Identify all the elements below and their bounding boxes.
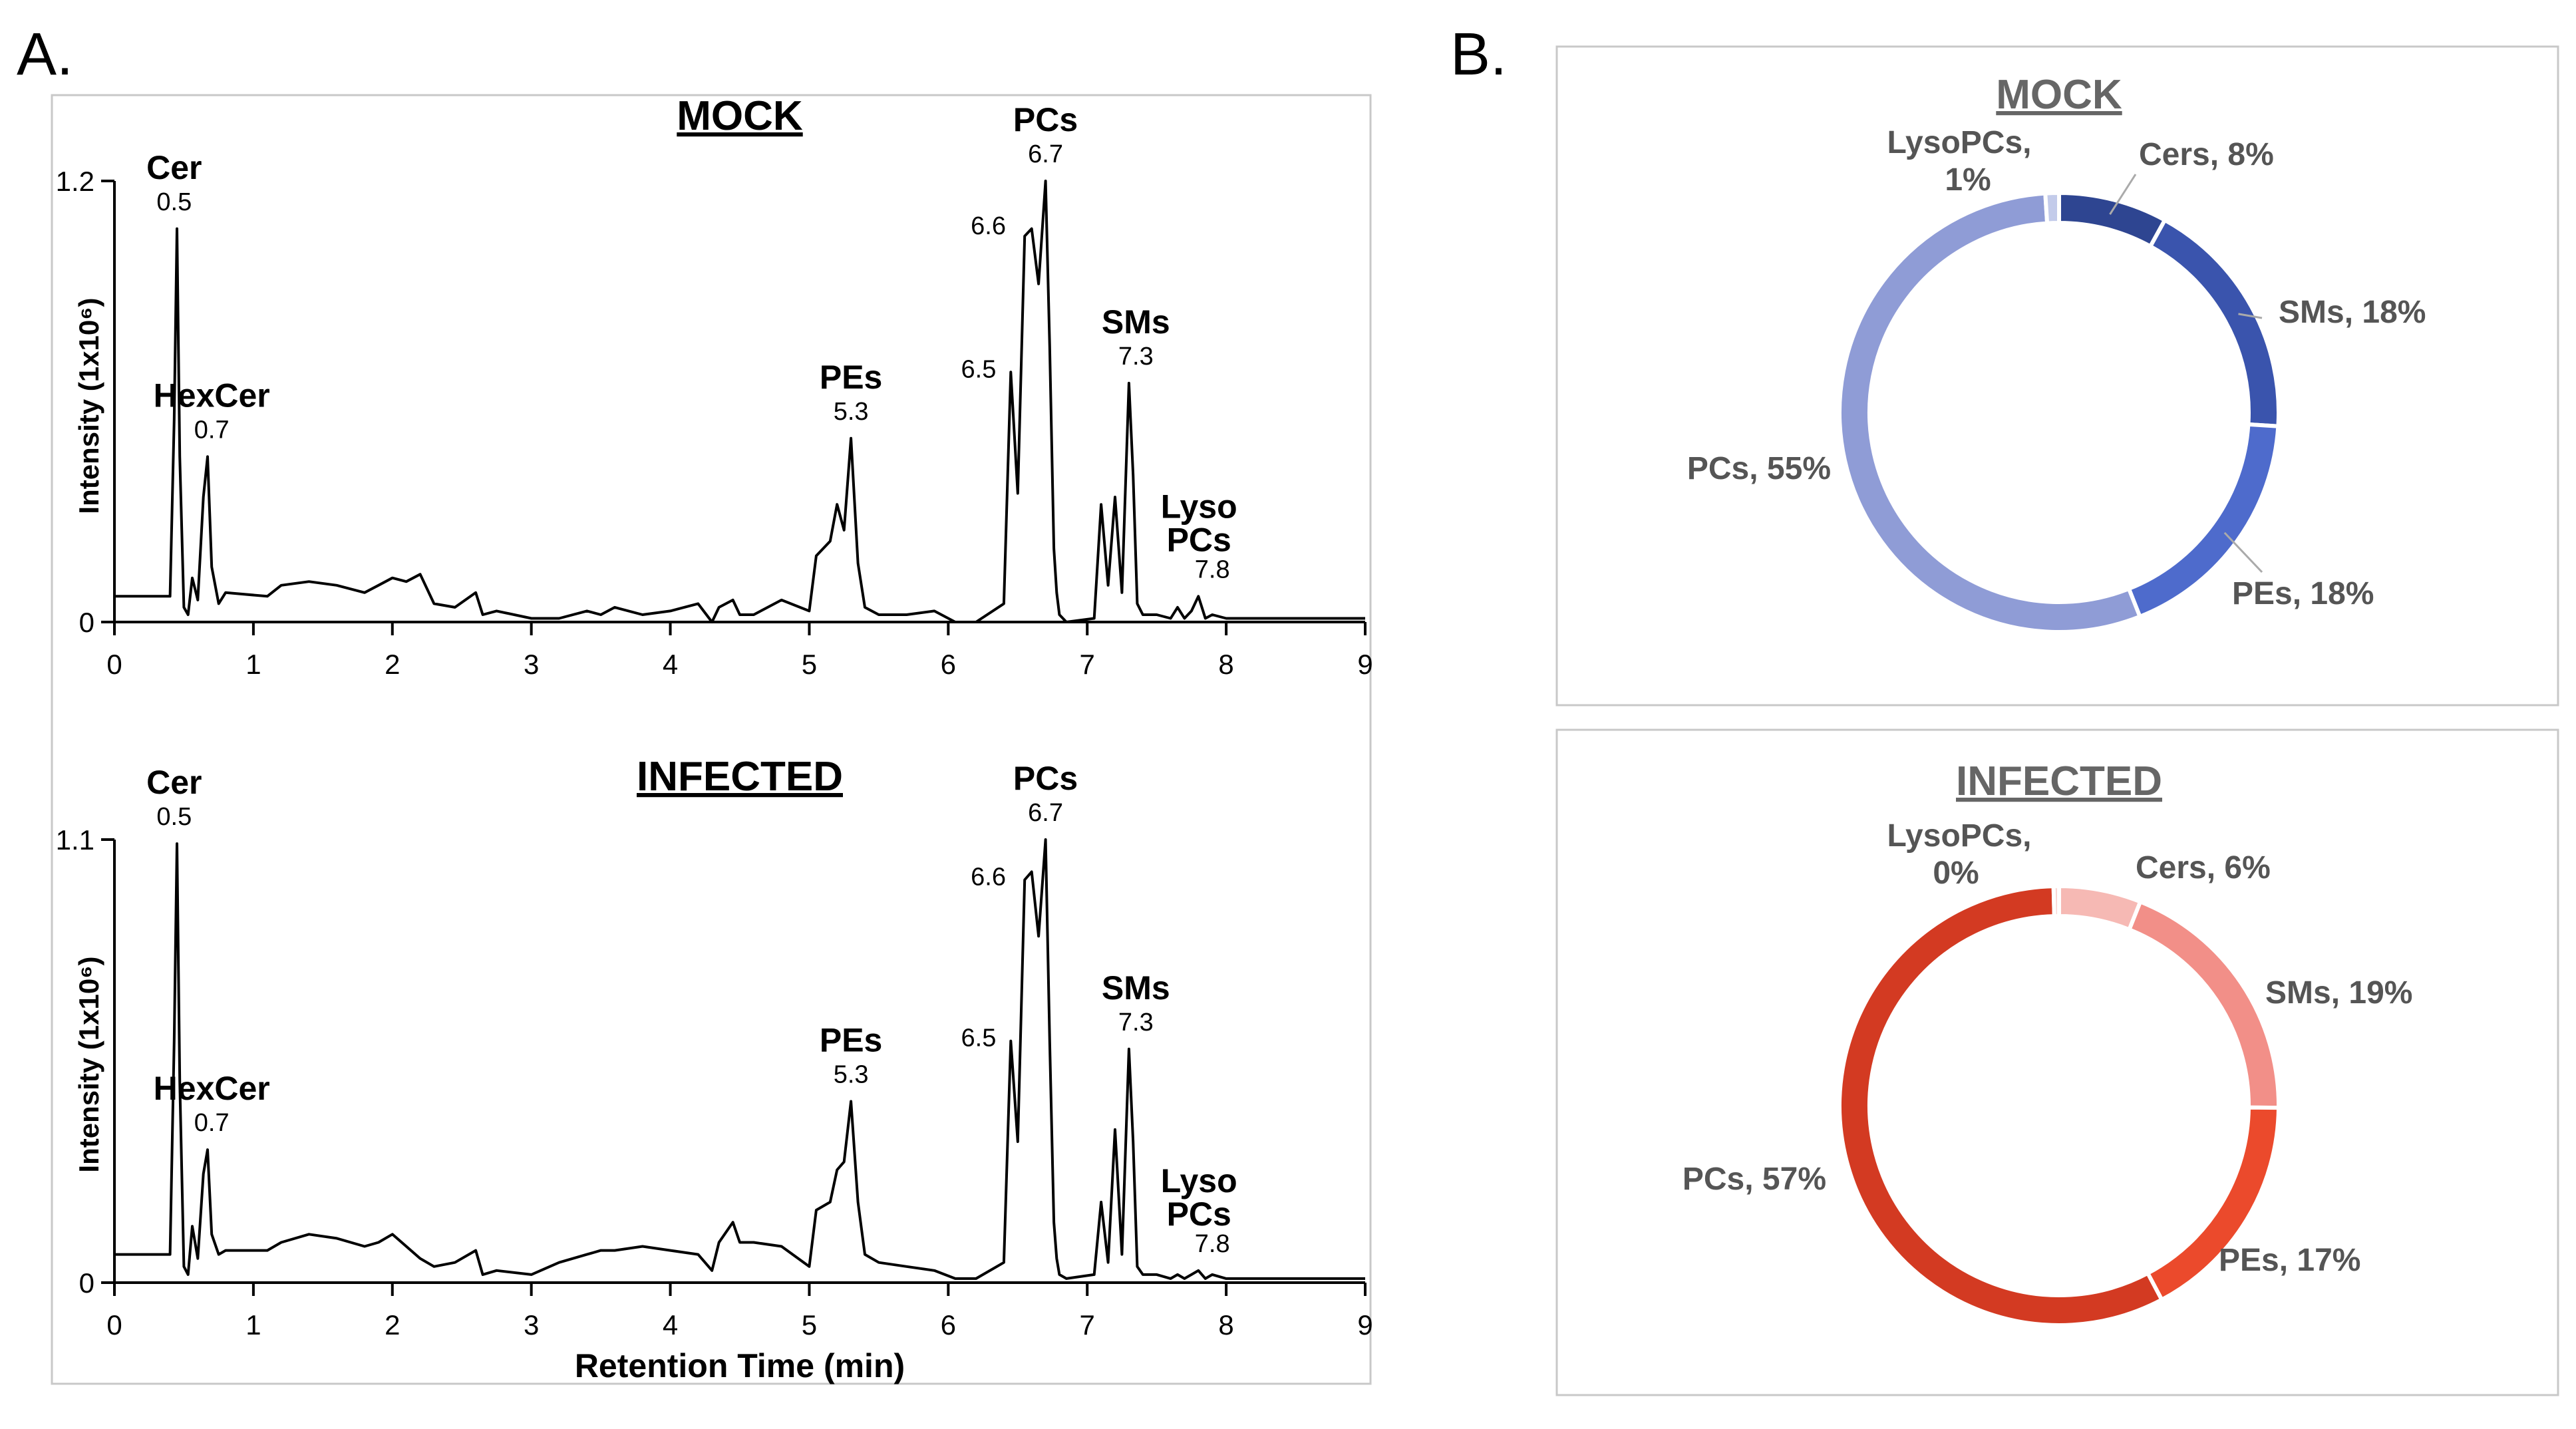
series-line <box>114 838 1365 1280</box>
peak-name-label: PEs <box>820 359 883 396</box>
y-tick-label: 0 <box>79 607 94 638</box>
peak-name-label: PCs <box>1013 760 1078 797</box>
x-tick-label: 8 <box>1218 1309 1233 1341</box>
peak-name-label: Lyso <box>1161 488 1237 525</box>
slice-label: LysoPCs, <box>1887 125 2032 160</box>
donut-chart-infected: INFECTED Cers, 6% SMs, 19% PEs, 17% PCs, 57… <box>1683 758 2412 1327</box>
slice-label: PCs, 55% <box>1687 451 1831 486</box>
panel-label-a: A. <box>17 21 73 88</box>
peak-name-label: Cer <box>146 149 202 186</box>
x-tick-label: 1 <box>245 1309 261 1341</box>
peak-rt-label: 0.5 <box>156 803 192 831</box>
x-tick-label: 7 <box>1080 1309 1095 1341</box>
x-axis-label: Retention Time (min) <box>575 1347 905 1384</box>
donut-slice <box>2057 883 2144 933</box>
x-tick-label: 9 <box>1357 649 1372 680</box>
peak-rt-label: 7.3 <box>1118 343 1154 371</box>
peak-rt-label: 6.6 <box>971 212 1006 240</box>
peak-rt-label: 6.5 <box>961 1025 997 1052</box>
x-tick-label: 5 <box>802 649 817 680</box>
y-tick-label: 1.2 <box>56 166 94 197</box>
slice-label: Cers, 6% <box>2136 850 2271 885</box>
x-tick-label: 4 <box>663 649 678 680</box>
donut-mock-frame <box>1555 45 2559 707</box>
y-tick-label: 1.1 <box>56 824 94 856</box>
x-tick-label: 2 <box>385 649 400 680</box>
peak-rt-label: 6.5 <box>961 355 997 383</box>
peak-rt-label: 5.3 <box>834 1061 869 1089</box>
peak-rt-label: 0.7 <box>194 1109 230 1137</box>
slice-label: PEs, 18% <box>2232 576 2374 611</box>
slice-label: Cers, 8% <box>2139 137 2274 172</box>
peak-rt-label: 6.6 <box>971 864 1006 891</box>
chart-title: INFECTED <box>1956 758 2162 804</box>
slice-label: PCs, 57% <box>1683 1162 1826 1197</box>
panel-label-b: B. <box>1450 21 1507 88</box>
peak-rt-label: 6.7 <box>1028 140 1063 168</box>
x-tick-label: 4 <box>663 1309 678 1341</box>
peak-rt-label: 0.7 <box>194 416 230 444</box>
x-tick-label: 2 <box>385 1309 400 1341</box>
slice-label: LysoPCs, <box>1887 818 2032 854</box>
peak-name-label: PCs <box>1013 101 1078 138</box>
peak-rt-label: 7.8 <box>1195 1230 1230 1258</box>
slice-label: SMs, 18% <box>2279 295 2426 330</box>
x-tick-label: 0 <box>106 649 122 680</box>
series-line <box>114 180 1365 623</box>
slice-label: 1% <box>1945 162 1991 198</box>
donut-slice <box>2051 883 2061 919</box>
leader-line <box>2238 313 2263 319</box>
peak-rt-label: 7.8 <box>1195 556 1230 583</box>
chart-title: MOCK <box>1996 72 2122 118</box>
slice-label: SMs, 19% <box>2265 975 2412 1011</box>
peak-name-label: SMs <box>1102 969 1170 1007</box>
peak-name-label: SMs <box>1102 303 1170 341</box>
leader-line <box>2223 532 2263 573</box>
peak-name-label: HexCer <box>154 377 270 414</box>
panel-a-frame <box>51 94 1372 1385</box>
donut-slice <box>1838 191 2143 634</box>
donut-slice <box>2057 190 2168 249</box>
chart-title: MOCK <box>677 93 803 139</box>
x-tick-label: 3 <box>524 1309 539 1341</box>
donut-slice <box>2148 217 2281 428</box>
x-tick-label: 8 <box>1218 649 1233 680</box>
leader-line <box>2109 174 2137 215</box>
x-tick-label: 6 <box>941 649 956 680</box>
chromatogram-mock: MOCK Intensity (1x10⁶) 0 1 2 3 4 5 6 7 8 9 0 1.2 0.… <box>56 93 1373 680</box>
peak-name-label: PCs <box>1167 1195 1231 1233</box>
peak-name-label: HexCer <box>154 1070 270 1107</box>
donut-slice <box>1837 884 2165 1327</box>
y-axis-label: Intensity (1x10⁶) <box>73 297 104 514</box>
x-tick-label: 5 <box>802 1309 817 1341</box>
donut-slice <box>2043 190 2061 226</box>
peak-rt-label: 6.7 <box>1028 799 1063 827</box>
x-tick-label: 3 <box>524 649 539 680</box>
x-tick-label: 0 <box>106 1309 122 1341</box>
peak-rt-label: 5.3 <box>834 398 869 426</box>
x-tick-label: 9 <box>1357 1309 1372 1341</box>
donut-infected-frame <box>1555 728 2559 1396</box>
y-axis-label: Intensity (1x10⁶) <box>73 956 104 1172</box>
donut-chart-mock: MOCK Cers, 8% SMs, 18% PEs, 18% PCs, 55% Lys… <box>1687 72 2426 634</box>
donut-slice <box>2126 899 2281 1110</box>
chromatogram-infected: INFECTED Intensity (1x10⁶) 0 1 2 3 4 5 6 7 8 9 0 1.… <box>56 754 1373 1384</box>
slice-label: 0% <box>1933 856 1979 891</box>
peak-name-label: PEs <box>820 1022 883 1059</box>
chart-title: INFECTED <box>637 754 843 800</box>
y-tick-label: 0 <box>79 1267 94 1299</box>
peak-rt-label: 7.3 <box>1118 1009 1154 1036</box>
peak-name-label: PCs <box>1167 521 1231 558</box>
slice-label: PEs, 17% <box>2219 1243 2360 1278</box>
x-tick-label: 7 <box>1080 649 1095 680</box>
peak-name-label: Lyso <box>1161 1162 1237 1199</box>
peak-rt-label: 0.5 <box>156 188 192 216</box>
peak-name-label: Cer <box>146 764 202 801</box>
x-tick-label: 6 <box>941 1309 956 1341</box>
x-tick-label: 1 <box>245 649 261 680</box>
